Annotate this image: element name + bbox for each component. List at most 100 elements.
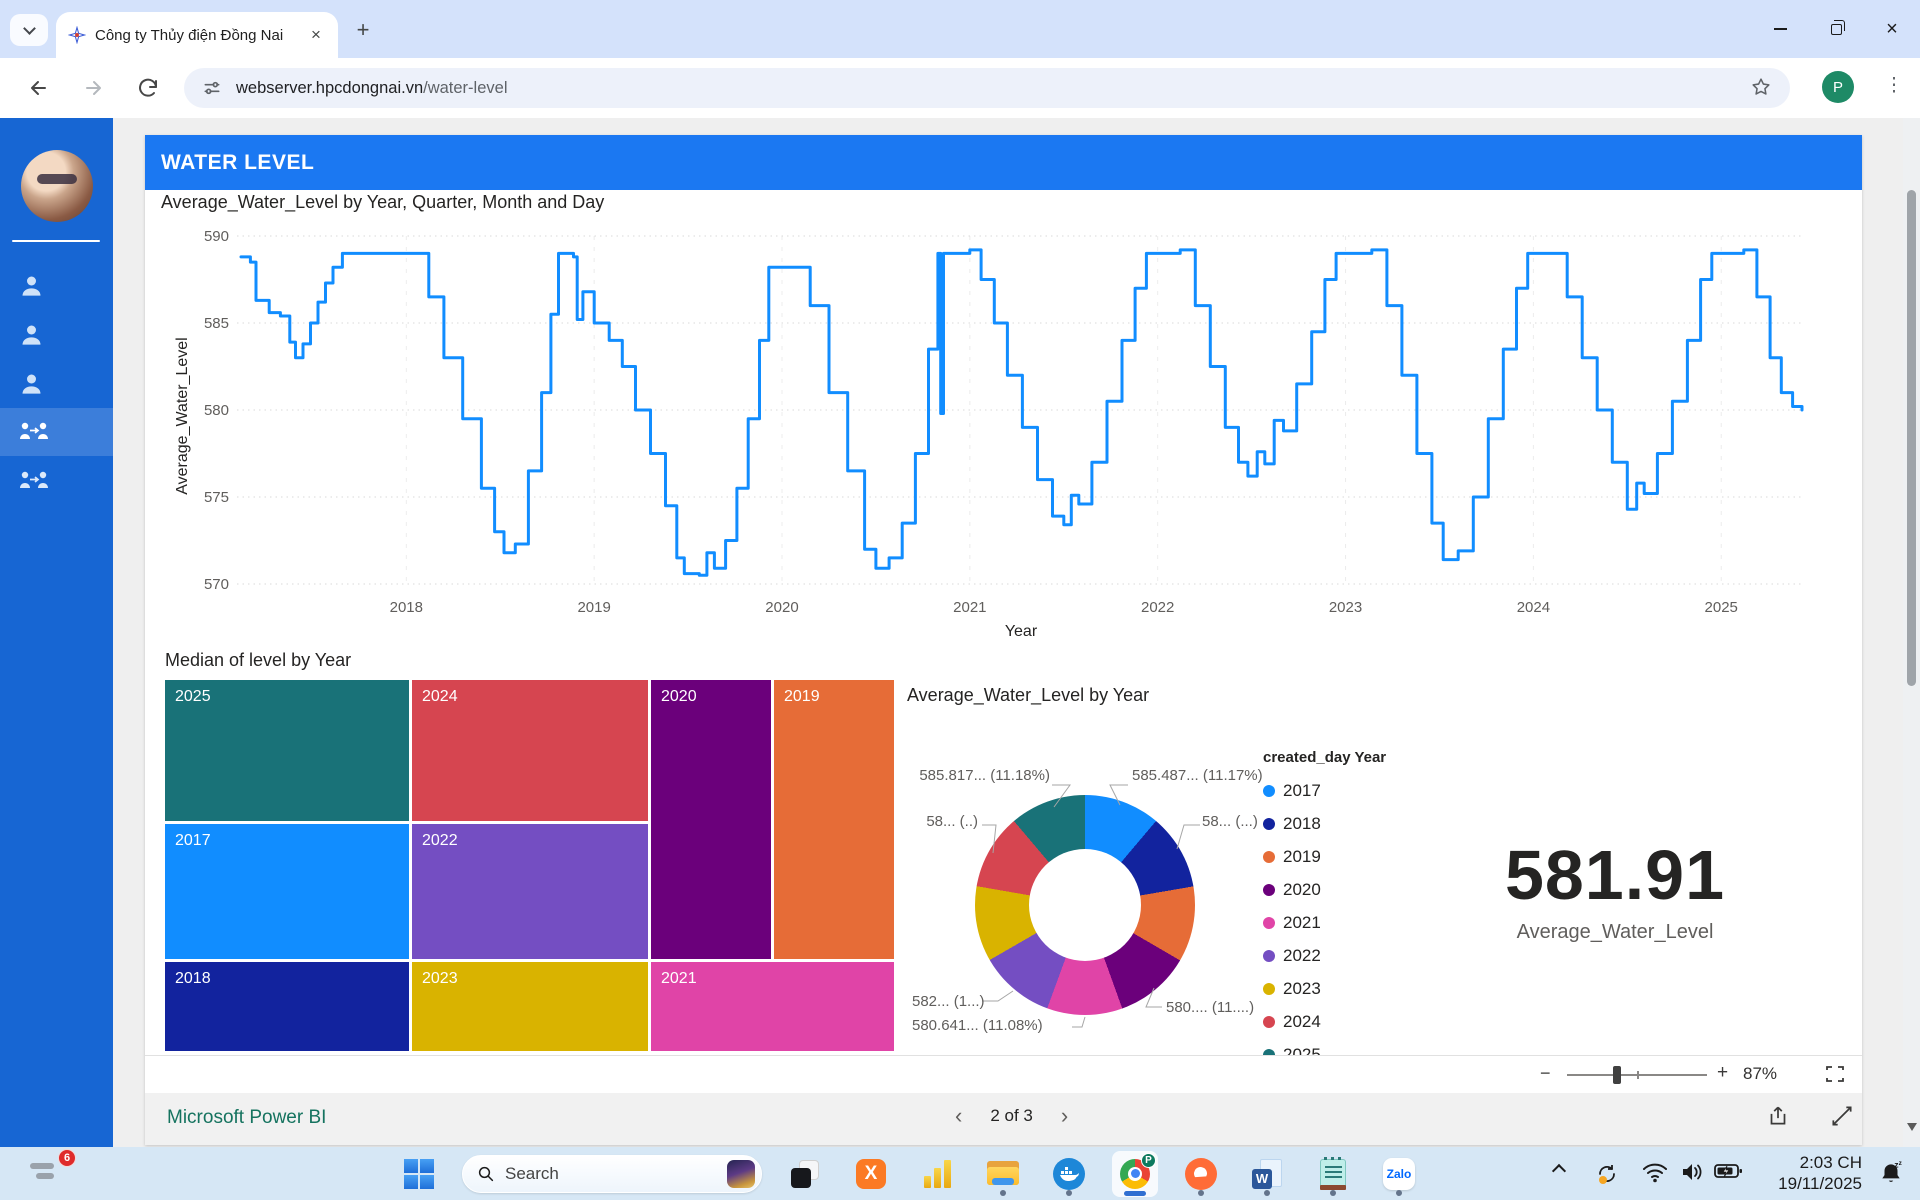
donut-callout-2021: 580.641... (11.08%) [912, 1017, 1043, 1034]
page-scrollbar[interactable] [1903, 118, 1920, 1147]
line-chart[interactable]: 2018 2019 2020 2021 2022 2023 2024 2025 570 575 58… [155, 215, 1850, 645]
treemap-tile-label: 2018 [175, 970, 211, 987]
user-icon [22, 325, 41, 345]
taskbar-clock[interactable]: 2:03 CH 19/11/2025 [1742, 1153, 1862, 1195]
sidebar-item-user-switch-2[interactable] [0, 457, 113, 505]
next-page-button[interactable]: › [1060, 1103, 1069, 1128]
sidebar-item-user-2[interactable] [0, 310, 113, 358]
tune-icon[interactable] [202, 78, 222, 98]
taskbar-app-xampp[interactable]: X [848, 1151, 894, 1197]
window-close-button[interactable]: × [1886, 18, 1898, 40]
donut-callout-lines [982, 784, 1200, 1028]
new-tab-button[interactable]: + [356, 17, 370, 42]
zoom-slider[interactable] [1567, 1066, 1707, 1084]
window-restore-button[interactable] [1808, 0, 1864, 58]
active-indicator [1124, 1190, 1146, 1196]
search-daily-image[interactable] [727, 1159, 755, 1188]
sidebar-item-user-3[interactable] [0, 359, 113, 407]
fit-to-page-icon[interactable] [1823, 1064, 1847, 1084]
tab-search-button[interactable] [10, 14, 48, 46]
running-indicator [1198, 1189, 1204, 1196]
legend-item[interactable]: 2018 [1263, 807, 1393, 840]
legend-item[interactable]: 2017 [1263, 774, 1393, 807]
legend-item[interactable]: 2019 [1263, 840, 1393, 873]
svg-text:2023: 2023 [1329, 599, 1362, 616]
kpi-card[interactable]: 581.91 Average_Water_Level [1415, 835, 1815, 944]
taskbar-app-chrome-active[interactable]: P [1112, 1150, 1158, 1197]
legend-item[interactable]: 2021 [1263, 906, 1393, 939]
treemap-tile[interactable]: 2025 [165, 680, 409, 821]
taskbar-app-zalo[interactable]: Zalo [1376, 1151, 1422, 1197]
taskbar-app-notepad[interactable] [1310, 1151, 1356, 1197]
sync-update-icon[interactable] [1594, 1161, 1620, 1187]
zoom-slider-thumb[interactable] [1613, 1066, 1621, 1084]
kpi-value: 581.91 [1504, 836, 1726, 914]
taskbar-app-overlapping-squares[interactable] [782, 1151, 828, 1197]
taskbar-app-postman[interactable] [1178, 1151, 1224, 1197]
forward-button[interactable] [82, 76, 106, 100]
url-text: webserver.hpcdongnai.vn/water-level [236, 79, 508, 98]
browser-profile-avatar[interactable]: P [1822, 71, 1854, 103]
zoom-slider-tick [1637, 1071, 1639, 1079]
treemap-tile[interactable]: 2022 [412, 824, 648, 959]
prev-page-button[interactable]: ‹ [955, 1103, 963, 1128]
taskbar-center: Search X [396, 1147, 1422, 1200]
volume-icon[interactable] [1680, 1161, 1704, 1183]
treemap-tile[interactable]: 2024 [412, 680, 648, 821]
legend-item[interactable]: 2020 [1263, 873, 1393, 906]
svg-text:2024: 2024 [1517, 599, 1550, 616]
treemap-tile[interactable]: 2020 [651, 680, 771, 959]
taskbar-app-docker[interactable] [1046, 1151, 1092, 1197]
taskbar-app-file-explorer[interactable] [980, 1151, 1026, 1197]
battery-icon[interactable] [1714, 1161, 1742, 1181]
window-minimize-button[interactable] [1752, 0, 1808, 58]
fullscreen-icon[interactable] [1829, 1103, 1855, 1129]
legend-title: created_day Year [1263, 749, 1387, 766]
power-bi-icon [923, 1159, 951, 1188]
start-button[interactable] [396, 1151, 442, 1197]
donut-legend: created_day Year 2017 2018 2019 2020 202… [1263, 749, 1393, 1089]
treemap-tile[interactable]: 2021 [651, 962, 894, 1051]
window-controls: × [1752, 0, 1920, 58]
browser-menu-button[interactable]: ⋮ [1884, 75, 1904, 96]
url-bar[interactable]: webserver.hpcdongnai.vn/water-level [184, 68, 1790, 108]
legend-item[interactable]: 2023 [1263, 972, 1393, 1005]
legend-item[interactable]: 2022 [1263, 939, 1393, 972]
chevron-down-icon [22, 21, 36, 35]
tray-expand-button[interactable] [1551, 1161, 1567, 1179]
sidebar-item-user-switch-selected[interactable] [0, 408, 113, 456]
tray-app-with-badge[interactable]: 6 [30, 1149, 76, 1193]
treemap-tile[interactable]: 2023 [412, 962, 648, 1051]
legend-item[interactable]: 2024 [1263, 1005, 1393, 1038]
tray-time: 2:03 CH [1799, 1153, 1862, 1172]
tab-close-icon[interactable]: × [311, 25, 321, 44]
y-axis-title: Average_Water_Level [174, 337, 191, 495]
back-button[interactable] [26, 76, 50, 100]
search-icon [478, 1166, 494, 1181]
svg-text:2025: 2025 [1705, 599, 1738, 616]
x-axis-title: Year [1004, 623, 1038, 640]
share-icon[interactable] [1765, 1103, 1791, 1129]
reload-button[interactable] [136, 76, 160, 100]
zoom-in-button[interactable]: + [1717, 1062, 1729, 1083]
taskbar-app-powerbi[interactable] [914, 1151, 960, 1197]
powerbi-brand-link[interactable]: Microsoft Power BI [167, 1107, 327, 1128]
bookmark-star-button[interactable] [1750, 76, 1772, 103]
taskbar-app-word[interactable]: W [1244, 1151, 1290, 1197]
taskbar-search[interactable]: Search [462, 1154, 762, 1193]
input-tool-icon [36, 1173, 54, 1179]
treemap-tile[interactable]: 2019 [774, 680, 894, 959]
wifi-icon[interactable] [1642, 1161, 1668, 1183]
user-avatar[interactable] [21, 150, 93, 222]
notification-bell-button[interactable]: z z [1878, 1160, 1904, 1191]
treemap-tile[interactable]: 2018 [165, 962, 409, 1051]
sidebar-item-user-1[interactable] [0, 261, 113, 309]
browser-tab[interactable]: Công ty Thủy điện Đồng Nai × [56, 12, 338, 58]
xampp-icon: X [856, 1158, 886, 1189]
zoom-out-button[interactable]: − [1540, 1063, 1551, 1083]
scrollbar-down-arrow[interactable] [1907, 1123, 1917, 1131]
scrollbar-thumb[interactable] [1907, 190, 1916, 686]
user-icon [22, 374, 41, 394]
running-indicator [1066, 1189, 1072, 1196]
treemap-tile[interactable]: 2017 [165, 824, 409, 959]
